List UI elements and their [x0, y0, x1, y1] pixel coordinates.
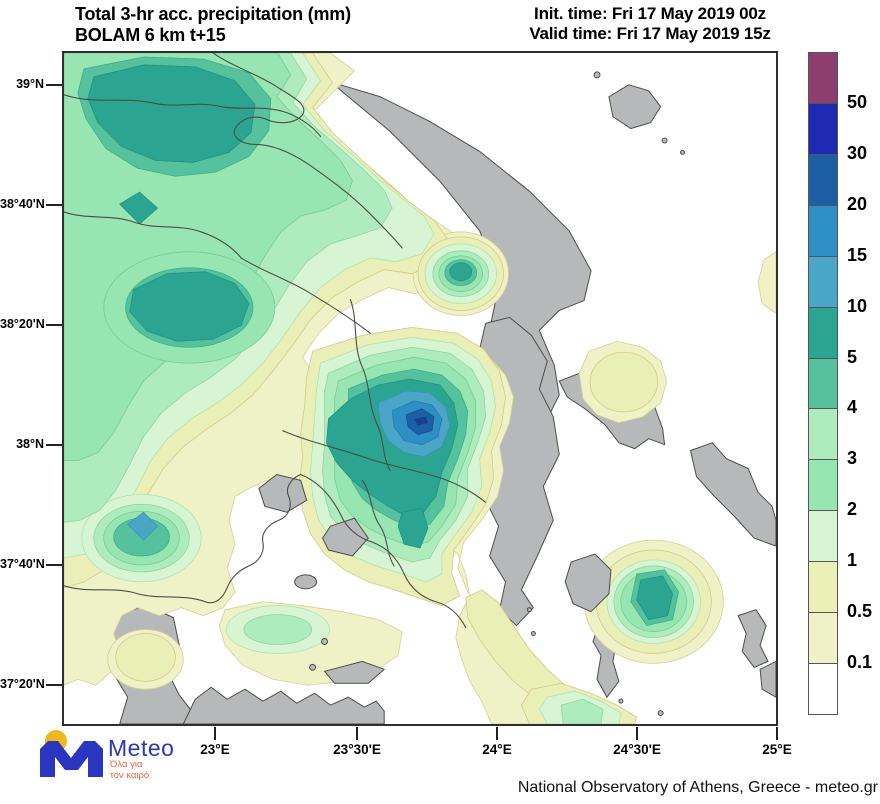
angistri-island	[294, 574, 318, 590]
tinos-island	[689, 442, 776, 547]
meteo-logo-m-icon	[40, 741, 103, 777]
syros-island	[759, 660, 776, 698]
longitude-label: 25°E	[762, 742, 792, 757]
longitude-label: 24°E	[482, 742, 512, 757]
latitude-tick	[46, 84, 62, 86]
colorbar-cell: 20	[809, 154, 867, 214]
title-line2: BOLAM 6 km t+15	[75, 25, 226, 45]
latitude-tick	[46, 444, 62, 446]
precip-band-5-10	[87, 64, 674, 621]
salamina-island	[258, 473, 308, 513]
valid-time: Valid time: Fri 17 May 2019 15z	[529, 24, 771, 43]
precip-colorbar: 50 30 20 15 10 5 4 3 2 1 0.5 0.1	[808, 52, 872, 715]
colorbar-value-label: 4	[847, 397, 858, 418]
colorbar-value-label: 5	[847, 346, 858, 367]
title-line1: Total 3-hr acc. precipitation (mm)	[75, 4, 351, 24]
meteo-logo-text: Meteo	[108, 735, 175, 761]
longitude-label: 24°30'E	[613, 742, 661, 757]
landmass-over-layer	[182, 71, 776, 724]
colorbar-cell: 15	[809, 205, 867, 265]
latitude-label: 38°40'N	[0, 197, 45, 211]
longitude-tick	[496, 727, 498, 740]
latitude-tick	[46, 564, 62, 566]
colorbar-cell: 4	[809, 358, 857, 417]
colorbar-value-label: 3	[847, 448, 858, 469]
tagline-line1: Όλα για	[110, 759, 143, 770]
colorbar-cell: 3	[809, 409, 857, 468]
colorbar-value-label: 50	[847, 91, 868, 112]
skyros-island	[608, 84, 662, 130]
latitude-label: 37°20'N	[0, 677, 45, 691]
init-time: Init. time: Fri 17 May 2019 00z	[534, 4, 766, 23]
longitude-tick	[214, 727, 216, 740]
latitude-tick	[46, 204, 62, 206]
longitude-label: 23°30'E	[333, 742, 381, 757]
precipitation-map	[64, 53, 776, 724]
colorbar-cell: 5	[809, 307, 857, 367]
forecast-times: Init. time: Fri 17 May 2019 00z Valid ti…	[495, 4, 805, 44]
longitude-tick	[636, 727, 638, 740]
colorbar-value-label: 1	[847, 550, 858, 571]
nw-heavy-precip-core	[87, 64, 256, 163]
hydra-island	[323, 660, 386, 684]
latitude-label: 38°N	[16, 437, 44, 451]
colorbar-cell: 30	[809, 103, 867, 163]
colorbar-value-label: 2	[847, 499, 858, 520]
colorbar-value-label: 0.1	[847, 652, 873, 673]
map-canvas	[62, 51, 778, 726]
colorbar-value-label: 20	[847, 193, 868, 214]
longitude-tick	[356, 727, 358, 740]
longitude-label: 23°E	[200, 742, 230, 757]
kea-island	[564, 553, 612, 613]
precip-band-20-30	[405, 408, 435, 436]
colorbar-value-label: 15	[847, 244, 868, 265]
meteo-logo-tagline: Όλα για τον καιρό	[110, 759, 149, 781]
aegina-island	[321, 517, 369, 557]
argolid-coast	[182, 686, 385, 724]
map-title: Total 3-hr acc. precipitation (mm) BOLAM…	[75, 4, 351, 46]
coastline-borders	[64, 53, 487, 629]
latitude-label: 39°N	[16, 77, 44, 91]
colorbar-cell: 1	[809, 511, 857, 570]
colorbar-cell: 0.1	[809, 613, 872, 672]
latitude-tick	[46, 684, 62, 686]
latitude-label: 37°40'N	[0, 557, 45, 571]
colorbar-cell: 10	[809, 256, 867, 316]
colorbar-value-label: 30	[847, 142, 868, 163]
colorbar-cell: 2	[809, 460, 857, 519]
colorbar-cell: 0.5	[809, 562, 872, 621]
longitude-tick	[776, 727, 778, 740]
colorbar-cell	[809, 664, 837, 714]
kythnos-island	[737, 609, 769, 668]
precip-max-inner-dash	[414, 416, 428, 426]
latitude-label: 38°20'N	[0, 317, 45, 331]
tagline-line2: τον καιρό	[110, 770, 150, 781]
latitude-tick	[46, 324, 62, 326]
colorbar-value-label: 0.5	[847, 601, 873, 622]
colorbar-cell: 50	[809, 53, 867, 112]
colorbar-value-label: 10	[847, 295, 868, 316]
attribution-text: National Observatory of Athens, Greece -…	[517, 779, 878, 796]
